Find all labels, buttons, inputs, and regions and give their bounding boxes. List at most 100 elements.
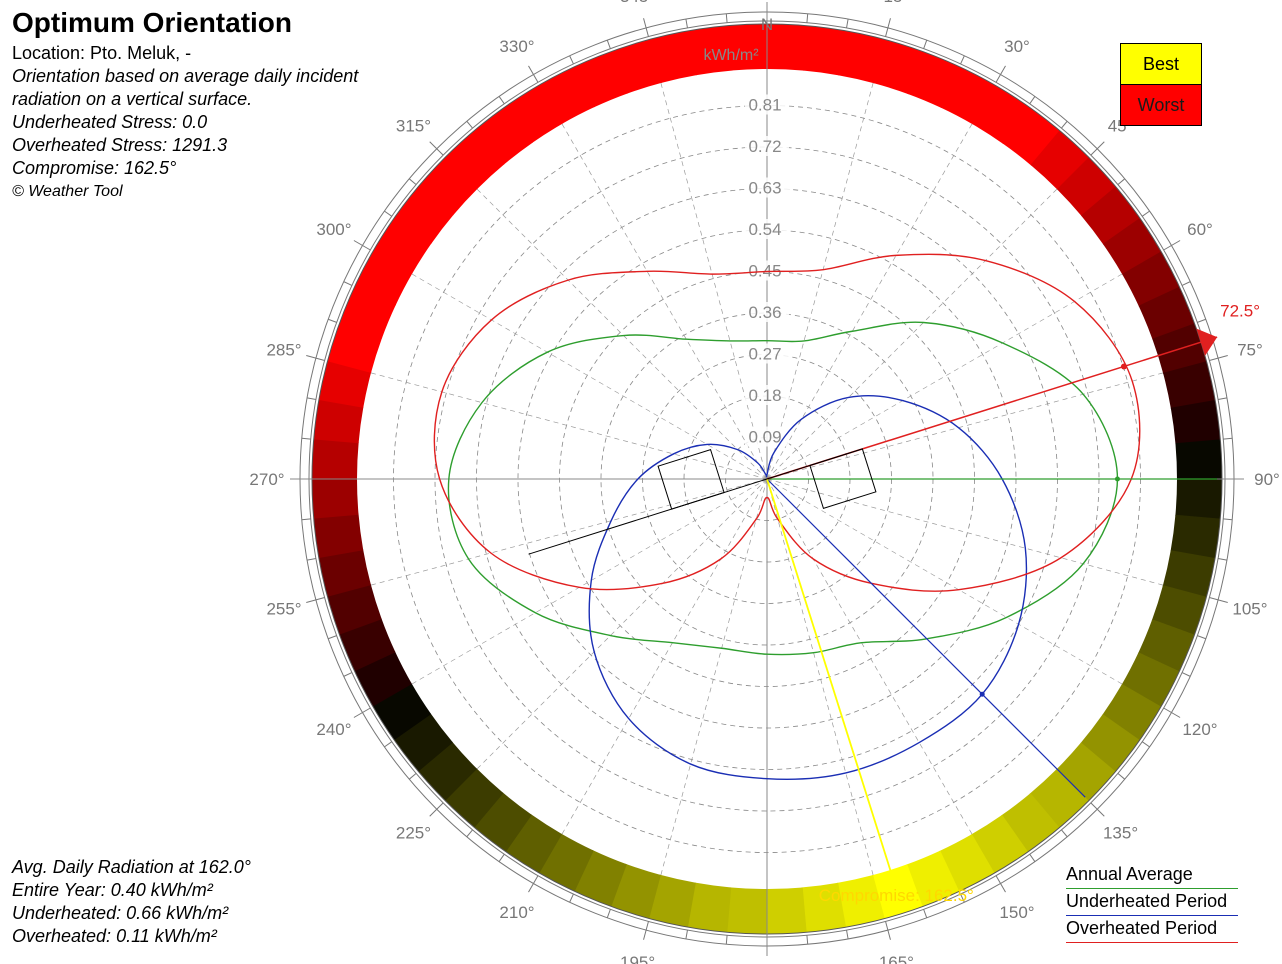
annual-average-curve — [447, 321, 1119, 656]
band-segment — [727, 23, 769, 71]
minor-tick — [498, 96, 505, 105]
overheated-period-curve — [433, 253, 1141, 592]
minor-tick — [408, 773, 417, 780]
legend-annual-average: Annual Average — [1066, 862, 1238, 889]
minor-tick — [569, 893, 574, 903]
band-segment — [1151, 585, 1207, 637]
major-tick — [429, 141, 444, 156]
spoke-line — [766, 478, 973, 835]
angle-label: 300° — [316, 220, 351, 239]
minor-tick — [569, 55, 574, 65]
north-label: N — [761, 15, 773, 34]
angle-label: 240° — [316, 720, 351, 739]
radial-unit-label: kWh/m² — [703, 47, 759, 64]
angle-label: 330° — [499, 37, 534, 56]
angle-label: 225° — [396, 824, 431, 843]
worst-arrow-head — [1196, 328, 1218, 356]
location-label: Location: Pto. Meluk, - — [12, 43, 192, 63]
spoke-line — [561, 478, 768, 835]
radial-tick-label: 0.18 — [748, 386, 781, 405]
major-tick — [1209, 355, 1228, 361]
spoke-line — [766, 188, 1058, 480]
band-segment — [801, 882, 847, 933]
copyright-label: © Weather Tool — [12, 183, 123, 200]
minor-tick — [1217, 397, 1227, 400]
band-segment — [1029, 768, 1089, 829]
band-segment — [418, 156, 479, 216]
legend-overheated-label: Overheated Period — [1066, 918, 1218, 938]
underheated-stress: Underheated Stress: 0.0 — [12, 112, 208, 132]
series-legend: Annual Average Underheated Period Overhe… — [1066, 862, 1238, 943]
minor-tick — [606, 909, 611, 919]
radial-label-bg — [745, 94, 789, 115]
spoke-line — [766, 123, 973, 480]
angle-label: 210° — [499, 903, 534, 922]
radial-label-bg — [745, 385, 789, 405]
minor-tick — [466, 829, 473, 838]
band-segment — [1170, 514, 1221, 560]
band-segment — [838, 30, 887, 84]
band-segment — [312, 477, 359, 519]
minor-tick — [1117, 773, 1126, 780]
band-segment — [649, 30, 698, 83]
legend-annual-label: Annual Average — [1066, 864, 1193, 884]
band-segment — [327, 583, 382, 635]
legend-best: Best — [1120, 43, 1202, 85]
band-segment — [1102, 684, 1162, 742]
band-segment — [765, 887, 807, 935]
angle-label: 255° — [266, 599, 301, 618]
spoke-line — [476, 478, 768, 770]
band-segment — [1170, 399, 1221, 445]
underheated-period-curve — [588, 395, 1028, 780]
major-tick — [1090, 141, 1105, 156]
band-segment — [1175, 479, 1222, 521]
band-segment — [313, 513, 364, 559]
minor-tick — [923, 909, 928, 919]
underheated-marker — [979, 691, 985, 697]
major-tick — [1209, 597, 1228, 603]
band-segment — [1030, 130, 1090, 191]
band-segment — [836, 875, 885, 928]
minor-tick — [307, 558, 317, 561]
angle-label: 150° — [999, 903, 1034, 922]
angle-label: 345° — [620, 0, 655, 6]
angle-label: 75° — [1237, 341, 1263, 360]
band-segment — [393, 712, 453, 772]
header-info: Optimum Orientation Location: Pto. Meluk… — [12, 6, 358, 203]
angle-label: 285° — [266, 341, 301, 360]
band-segment — [574, 50, 629, 108]
band-segment — [1175, 439, 1222, 481]
minor-tick — [846, 19, 849, 29]
band-segment — [905, 850, 960, 908]
band-segment — [1121, 652, 1180, 708]
major-tick — [1090, 802, 1105, 817]
legend-worst: Worst — [1120, 85, 1202, 126]
major-tick — [528, 875, 539, 893]
description-line-2: radiation on a vertical surface. — [12, 89, 253, 109]
band-segment — [353, 650, 412, 707]
minor-tick — [685, 929, 688, 939]
band-segment — [338, 617, 396, 672]
annual-peak-marker — [1114, 476, 1120, 482]
angle-label: 270° — [249, 470, 284, 489]
band-segment — [1000, 793, 1060, 853]
minor-tick — [1197, 635, 1207, 640]
summary-info: Avg. Daily Radiation at 162.0° Entire Ye… — [12, 856, 251, 948]
minor-tick — [408, 178, 417, 185]
legend-underheated-period: Underheated Period — [1066, 889, 1238, 916]
minor-tick — [725, 935, 728, 945]
band-segment — [1080, 714, 1140, 773]
band-segment — [687, 25, 733, 76]
radial-tick-label: 0.72 — [748, 137, 781, 156]
building-footprint-east — [809, 448, 877, 510]
radial-label-bg — [745, 219, 789, 239]
band-segment — [940, 66, 996, 125]
radial-label-bg — [745, 343, 789, 364]
angle-label: 105° — [1232, 599, 1267, 618]
angle-label: 30° — [1004, 37, 1030, 56]
minor-tick — [384, 210, 393, 217]
overheated-stress: Overheated Stress: 1291.3 — [12, 135, 228, 155]
minor-tick — [343, 281, 353, 286]
chart-title: Optimum Orientation — [12, 7, 292, 38]
